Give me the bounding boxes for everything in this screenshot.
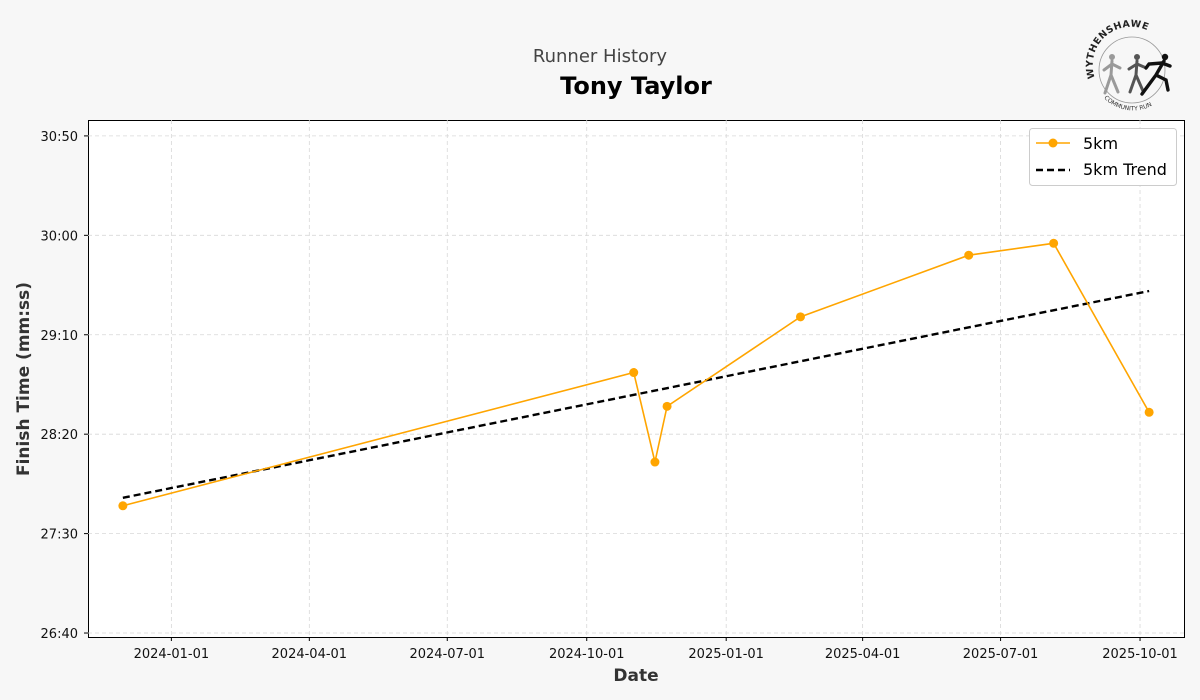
y-tick-label: 26:40	[41, 627, 78, 642]
x-axis-ticks: 2024-01-01 2024-04-01 2024-07-01 2024-10-01…	[134, 637, 1178, 662]
series-line-5km	[122, 242, 1150, 507]
chart-title: Tony Taylor	[560, 72, 712, 100]
logo-runner-light-icon	[1102, 54, 1122, 95]
data-point	[795, 312, 805, 322]
y-axis-ticks: 26:40 27:30 28:20 29:10 30:00 30:50	[41, 130, 88, 642]
x-tick-label: 2025-01-01	[688, 647, 764, 662]
data-point	[118, 501, 128, 511]
plot-area	[88, 120, 1185, 638]
x-tick-label: 2024-04-01	[272, 647, 348, 662]
legend-label-5km: 5km	[1083, 134, 1118, 153]
logo-runner-mid-icon	[1127, 54, 1146, 94]
logo-runner-dark-icon	[1140, 53, 1172, 96]
grid-lines	[88, 120, 1184, 637]
y-axis-label: Finish Time (mm:ss)	[14, 282, 34, 476]
x-tick-label: 2025-07-01	[963, 647, 1039, 662]
trend-layer	[122, 289, 1150, 499]
data-point	[1144, 407, 1154, 417]
legend: 5km 5km Trend	[1029, 128, 1177, 186]
data-point	[650, 457, 660, 467]
logo-name-text: WYTHENSHAWE	[1085, 18, 1151, 79]
logo-subtitle-text: COMMUNITY RUN	[1103, 94, 1154, 112]
x-tick-label: 2025-04-01	[825, 647, 901, 662]
y-tick-label: 27:30	[41, 528, 78, 543]
legend-label-trend: 5km Trend	[1083, 160, 1167, 179]
data-point	[629, 368, 639, 378]
chart-suptitle: Runner History	[532, 46, 668, 67]
y-tick-label: 28:20	[41, 428, 78, 443]
y-tick-label: 29:10	[41, 329, 78, 344]
series-layer	[118, 238, 1154, 511]
data-point	[662, 401, 672, 411]
data-point	[1049, 238, 1059, 248]
data-point	[964, 250, 974, 260]
x-tick-label: 2024-10-01	[549, 647, 625, 662]
x-tick-label: 2024-01-01	[134, 647, 210, 662]
x-tick-label: 2025-10-01	[1102, 647, 1178, 662]
x-axis-label: Date	[613, 666, 658, 686]
y-tick-label: 30:00	[41, 229, 78, 244]
logo-ring	[1098, 36, 1166, 104]
x-tick-label: 2024-07-01	[409, 647, 485, 662]
wythenshawe-logo: WYTHENSHAWE COMMUNITY RUN	[1085, 18, 1172, 113]
trend-line	[122, 289, 1150, 499]
legend-marker-5km	[1048, 138, 1058, 148]
y-tick-label: 30:50	[41, 130, 78, 145]
